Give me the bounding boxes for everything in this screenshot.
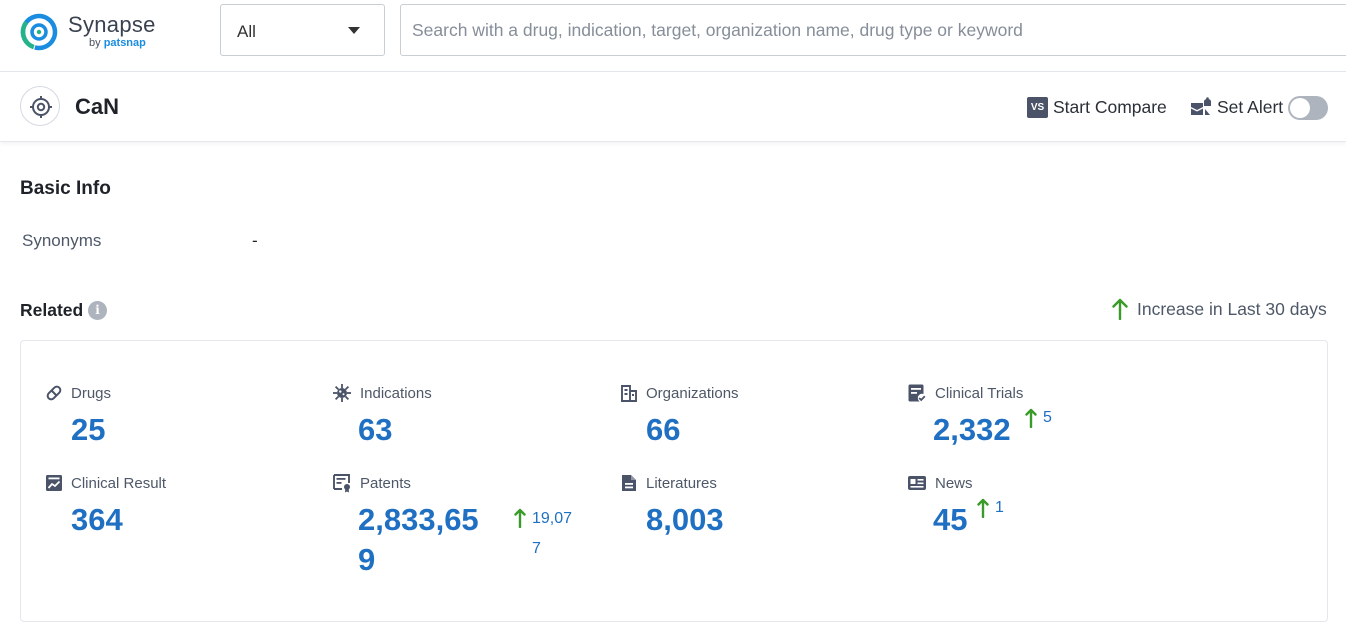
top-navigation-bar: Synapse by patsnap All [0, 0, 1346, 72]
stat-patents-increase-line2: 7 [532, 534, 572, 564]
target-title-bar: CaN VS Start Compare Set Alert [0, 72, 1346, 142]
page-title: CaN [75, 94, 119, 120]
stat-clinical-trials-increase[interactable]: 5 [1025, 408, 1052, 428]
synapse-logo[interactable]: Synapse by patsnap [19, 11, 169, 55]
document-icon [620, 474, 638, 492]
stat-news-increase[interactable]: 1 [977, 498, 1004, 518]
set-alert-button[interactable]: Set Alert [1190, 95, 1283, 119]
stat-news[interactable]: News 45 1 [907, 472, 1167, 542]
alert-bell-mail-icon [1190, 97, 1212, 117]
stat-drugs[interactable]: Drugs 25 [45, 382, 305, 452]
chart-report-icon [45, 474, 63, 492]
stat-clinical-result-value[interactable]: 364 [71, 500, 123, 540]
search-scope-value: All [237, 22, 256, 42]
compare-vs-icon: VS [1027, 97, 1048, 118]
start-compare-label: Start Compare [1053, 97, 1167, 118]
newspaper-icon [907, 474, 927, 492]
stat-indications[interactable]: Indications 63 [332, 382, 592, 452]
stat-clinical-trials-value[interactable]: 2,332 [933, 410, 1011, 450]
stat-news-value[interactable]: 45 [933, 500, 967, 540]
set-alert-label: Set Alert [1217, 97, 1283, 118]
stat-organizations-value[interactable]: 66 [646, 410, 680, 450]
stat-indications-label: Indications [360, 385, 432, 402]
toggle-knob [1290, 98, 1310, 118]
basic-info-heading: Basic Info [20, 178, 111, 200]
synonyms-label: Synonyms [22, 231, 101, 251]
stat-indications-value[interactable]: 63 [358, 410, 392, 450]
stat-patents-increase-line1: 19,07 [532, 504, 572, 534]
synapse-logo-icon [19, 12, 59, 52]
stat-drugs-value[interactable]: 25 [71, 410, 105, 450]
related-heading: Related [20, 300, 83, 321]
stat-patents-value[interactable]: 2,833,65 9 [358, 500, 479, 580]
arrow-up-green-icon [1111, 298, 1129, 320]
arrow-up-green-icon [977, 498, 989, 518]
stat-clinical-trials[interactable]: Clinical Trials 2,332 5 [907, 382, 1167, 452]
clipboard-icon [907, 383, 927, 403]
logo-brand-text: patsnap [104, 37, 146, 49]
stat-organizations[interactable]: Organizations 66 [620, 382, 880, 452]
stat-drugs-label: Drugs [71, 385, 111, 402]
arrow-up-green-icon [1025, 408, 1037, 428]
target-badge [20, 86, 60, 126]
stat-patents-value-line2: 9 [358, 540, 479, 580]
increase-legend: Increase in Last 30 days [1111, 298, 1327, 320]
related-stats-card: Drugs 25 Indications 63 [20, 340, 1328, 622]
logo-byline: by patsnap [89, 37, 146, 49]
stat-news-increase-value: 1 [995, 498, 1004, 518]
stat-literatures-label: Literatures [646, 475, 717, 492]
stat-patents[interactable]: Patents 2,833,65 9 19,07 7 [332, 472, 592, 582]
pill-icon [45, 384, 63, 402]
caret-down-icon [348, 27, 360, 34]
start-compare-button[interactable]: VS Start Compare [1027, 95, 1167, 119]
stat-clinical-result-label: Clinical Result [71, 475, 166, 492]
search-box[interactable] [400, 4, 1346, 56]
alert-toggle-switch[interactable] [1288, 96, 1328, 120]
arrow-up-green-icon [514, 508, 526, 528]
stat-clinical-trials-increase-value: 5 [1043, 408, 1052, 428]
search-input[interactable] [401, 5, 1346, 55]
stat-clinical-trials-label: Clinical Trials [935, 385, 1023, 402]
stat-literatures-value[interactable]: 8,003 [646, 500, 724, 540]
stat-news-label: News [935, 475, 973, 492]
stat-clinical-result[interactable]: Clinical Result 364 [45, 472, 305, 542]
stat-patents-label: Patents [360, 475, 411, 492]
search-scope-dropdown[interactable]: All [220, 4, 385, 56]
synonyms-value: - [252, 231, 258, 251]
stat-patents-increase-value: 19,07 7 [532, 504, 572, 564]
stat-organizations-label: Organizations [646, 385, 739, 402]
patent-certificate-icon [332, 473, 352, 493]
stat-patents-increase[interactable]: 19,07 7 [514, 508, 572, 564]
target-crosshair-icon [29, 95, 53, 119]
increase-legend-label: Increase in Last 30 days [1137, 299, 1327, 320]
stat-literatures[interactable]: Literatures 8,003 [620, 472, 880, 542]
stat-patents-value-line1: 2,833,65 [358, 500, 479, 540]
virus-icon [332, 383, 352, 403]
logo-wordmark: Synapse [68, 12, 156, 38]
info-icon[interactable]: i [88, 301, 107, 320]
building-icon [620, 384, 638, 402]
logo-by-text: by [89, 37, 101, 49]
